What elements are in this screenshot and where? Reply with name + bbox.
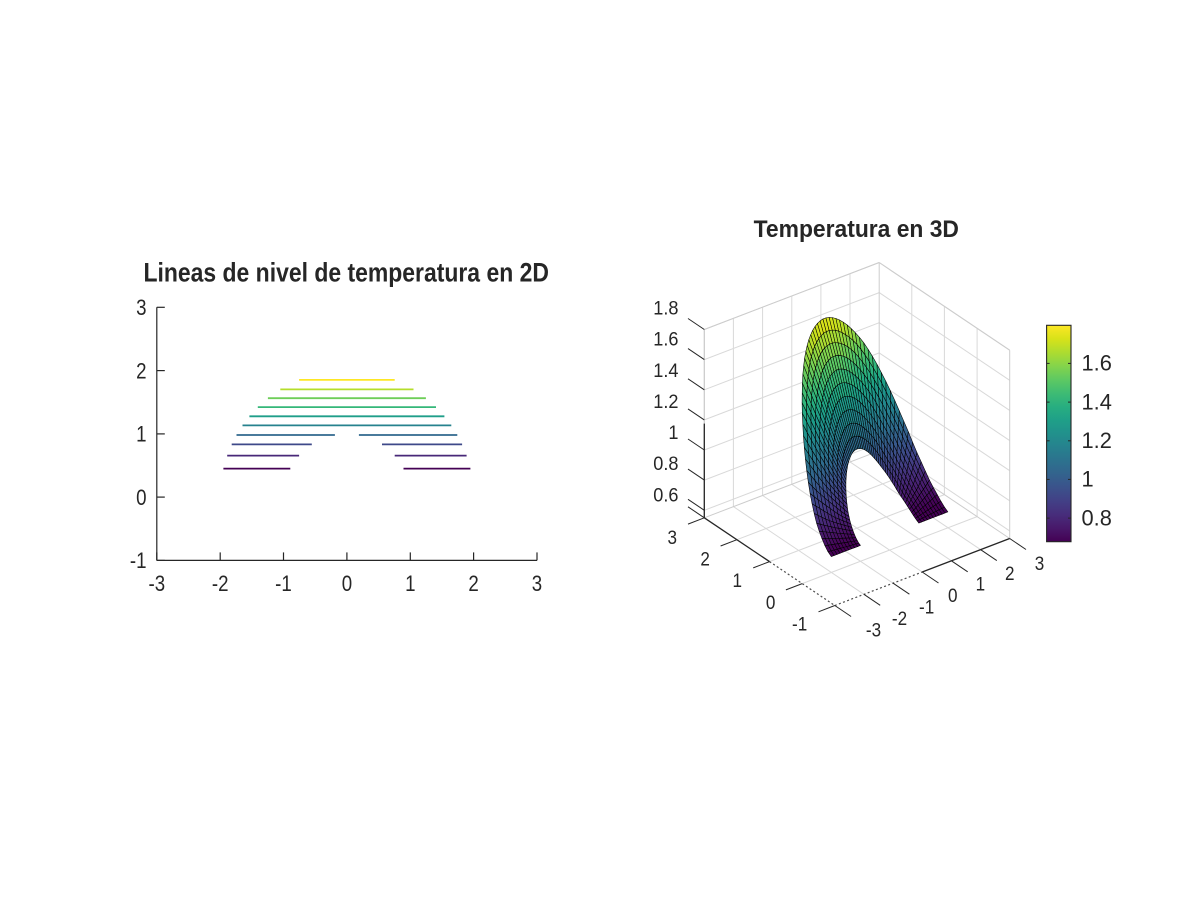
- svg-text:-2: -2: [212, 572, 229, 596]
- svg-text:-1: -1: [275, 572, 292, 596]
- svg-text:-3: -3: [866, 619, 881, 640]
- svg-text:1.4: 1.4: [1082, 389, 1112, 414]
- svg-text:3: 3: [1035, 553, 1045, 574]
- svg-text:1.6: 1.6: [653, 328, 678, 350]
- svg-text:-1: -1: [919, 596, 934, 617]
- svg-text:0.8: 0.8: [1082, 505, 1112, 530]
- svg-text:1.4: 1.4: [653, 359, 678, 381]
- svg-text:0.8: 0.8: [653, 452, 678, 474]
- svg-text:0.6: 0.6: [653, 484, 678, 506]
- svg-text:2: 2: [1005, 563, 1015, 584]
- svg-text:0: 0: [136, 487, 146, 511]
- svg-text:3: 3: [532, 572, 542, 596]
- svg-text:1: 1: [136, 423, 146, 447]
- svg-text:1: 1: [976, 573, 986, 594]
- svg-text:1.6: 1.6: [1082, 350, 1112, 375]
- svg-text:1: 1: [733, 570, 743, 591]
- svg-text:1.8: 1.8: [653, 297, 678, 319]
- svg-text:0: 0: [766, 592, 776, 613]
- svg-text:Lineas de nivel de temperatura: Lineas de nivel de temperatura en 2D: [143, 258, 548, 288]
- svg-text:2: 2: [700, 549, 710, 570]
- svg-text:-1: -1: [130, 550, 147, 574]
- svg-text:1: 1: [668, 421, 678, 443]
- svg-text:3: 3: [668, 527, 678, 548]
- svg-text:1.2: 1.2: [653, 390, 678, 412]
- svg-text:0: 0: [342, 572, 352, 596]
- svg-text:-3: -3: [148, 572, 165, 596]
- svg-text:Temperatura en 3D: Temperatura en 3D: [754, 216, 959, 242]
- svg-text:1: 1: [1082, 466, 1094, 491]
- svg-text:3: 3: [136, 297, 146, 321]
- svg-text:2: 2: [136, 360, 146, 384]
- svg-text:1.2: 1.2: [1082, 428, 1112, 453]
- svg-text:0: 0: [948, 585, 958, 606]
- svg-text:-2: -2: [892, 608, 907, 629]
- svg-text:-1: -1: [792, 613, 807, 634]
- svg-text:1: 1: [405, 572, 415, 596]
- svg-text:2: 2: [468, 572, 478, 596]
